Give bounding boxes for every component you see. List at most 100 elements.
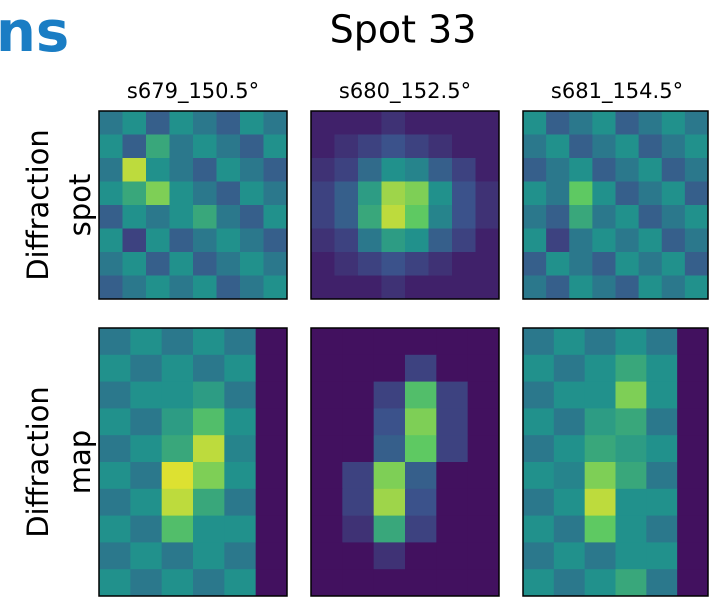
heatmap-cell <box>436 354 469 383</box>
heatmap-cell <box>334 181 359 206</box>
heatmap-cell <box>311 205 335 229</box>
heatmap-cell <box>130 462 163 490</box>
heatmap-cell <box>342 542 375 570</box>
heatmap-cell <box>99 408 131 436</box>
panel-frame <box>522 327 709 597</box>
heatmap-cell <box>615 488 647 517</box>
heatmap-cell <box>161 408 194 436</box>
heatmap-cell <box>638 205 663 229</box>
heatmap-cell <box>373 462 406 490</box>
chart-title: Spot 33 <box>330 8 477 52</box>
heatmap-cell <box>475 205 500 229</box>
heatmap-cell <box>99 252 123 276</box>
heatmap-cell <box>224 328 257 356</box>
heatmap-cell <box>467 462 500 490</box>
heatmap-cell <box>523 328 555 356</box>
heatmap-cell <box>99 488 131 517</box>
heatmap-cell <box>405 328 437 356</box>
heatmap-cell <box>546 275 570 300</box>
heatmap-cell <box>615 252 640 276</box>
panel-frame <box>98 110 288 300</box>
heatmap-cell <box>638 134 663 159</box>
heatmap-cell <box>358 134 382 159</box>
heatmap-cell <box>467 515 500 543</box>
heatmap-cell <box>193 205 217 229</box>
heatmap-cell <box>334 228 359 253</box>
heatmap-cell <box>436 462 469 490</box>
heatmap-cell <box>405 381 437 409</box>
heatmap-cell <box>193 181 217 206</box>
column-label: s679_150.5° <box>127 79 259 104</box>
heatmap-cell <box>373 569 406 597</box>
heatmap-cell <box>677 435 709 463</box>
heatmap-cell <box>193 488 225 517</box>
heatmap-cell <box>553 542 586 570</box>
heatmap-cell <box>342 515 375 543</box>
heatmap-cell <box>311 381 343 409</box>
heatmap-cell <box>523 542 555 570</box>
heatmap-cell <box>615 205 640 229</box>
heatmap-cell <box>255 381 288 409</box>
heatmap-cell <box>546 181 570 206</box>
heatmap-cell <box>646 354 678 383</box>
heatmap-cell <box>193 569 225 597</box>
heatmap-cell <box>193 542 225 570</box>
heatmap-cell <box>342 408 375 436</box>
heatmap-cell <box>161 435 194 463</box>
heatmap-cell <box>452 111 476 135</box>
heatmap-cell <box>255 569 288 597</box>
heatmap-cell <box>428 181 453 206</box>
heatmap-cell <box>436 435 469 463</box>
heatmap-cell <box>405 158 429 182</box>
heatmap-cell <box>216 181 241 206</box>
heatmap-cell <box>523 462 555 490</box>
heatmap-cell <box>467 488 500 517</box>
heatmap-cell <box>638 275 663 300</box>
heatmap-cell <box>311 158 335 182</box>
heatmap-panel <box>98 110 288 300</box>
heatmap-cell <box>615 408 647 436</box>
heatmap-cell <box>646 381 678 409</box>
heatmap-cell <box>684 134 709 159</box>
heatmap-cell <box>584 488 616 517</box>
heatmap-cell <box>342 488 375 517</box>
heatmap-panel <box>310 327 500 597</box>
column-label: s680_152.5° <box>339 79 471 104</box>
heatmap-cell <box>584 354 616 383</box>
heatmap-cell <box>452 252 476 276</box>
heatmap-cell <box>99 435 131 463</box>
heatmap-cell <box>99 111 123 135</box>
heatmap-cell <box>638 252 663 276</box>
heatmap-cell <box>646 488 678 517</box>
heatmap-cell <box>99 134 123 159</box>
heatmap-cell <box>130 328 163 356</box>
heatmap-cell <box>342 381 375 409</box>
heatmap-cell <box>584 462 616 490</box>
heatmap-cell <box>334 275 359 300</box>
heatmap-cell <box>523 408 555 436</box>
heatmap-cell <box>546 134 570 159</box>
heatmap-cell <box>584 408 616 436</box>
heatmap-cell <box>216 205 241 229</box>
heatmap-cell <box>193 275 217 300</box>
heatmap-cell <box>452 158 476 182</box>
heatmap-cell <box>263 228 288 253</box>
heatmap-cell <box>334 252 359 276</box>
heatmap-cell <box>684 228 709 253</box>
heatmap-cell <box>584 515 616 543</box>
panel-frame <box>98 327 288 597</box>
heatmap-cell <box>161 354 194 383</box>
heatmap-cell <box>130 488 163 517</box>
heatmap-cell <box>553 328 586 356</box>
heatmap-cell <box>661 181 686 206</box>
heatmap-cell <box>99 275 123 300</box>
heatmap-cell <box>358 181 382 206</box>
heatmap-cell <box>334 205 359 229</box>
heatmap-cell <box>684 205 709 229</box>
heatmap-cell <box>646 515 678 543</box>
heatmap-cell <box>240 181 264 206</box>
heatmap-cell <box>553 515 586 543</box>
heatmap-cell <box>255 354 288 383</box>
heatmap-cell <box>428 228 453 253</box>
heatmap-cell <box>546 228 570 253</box>
